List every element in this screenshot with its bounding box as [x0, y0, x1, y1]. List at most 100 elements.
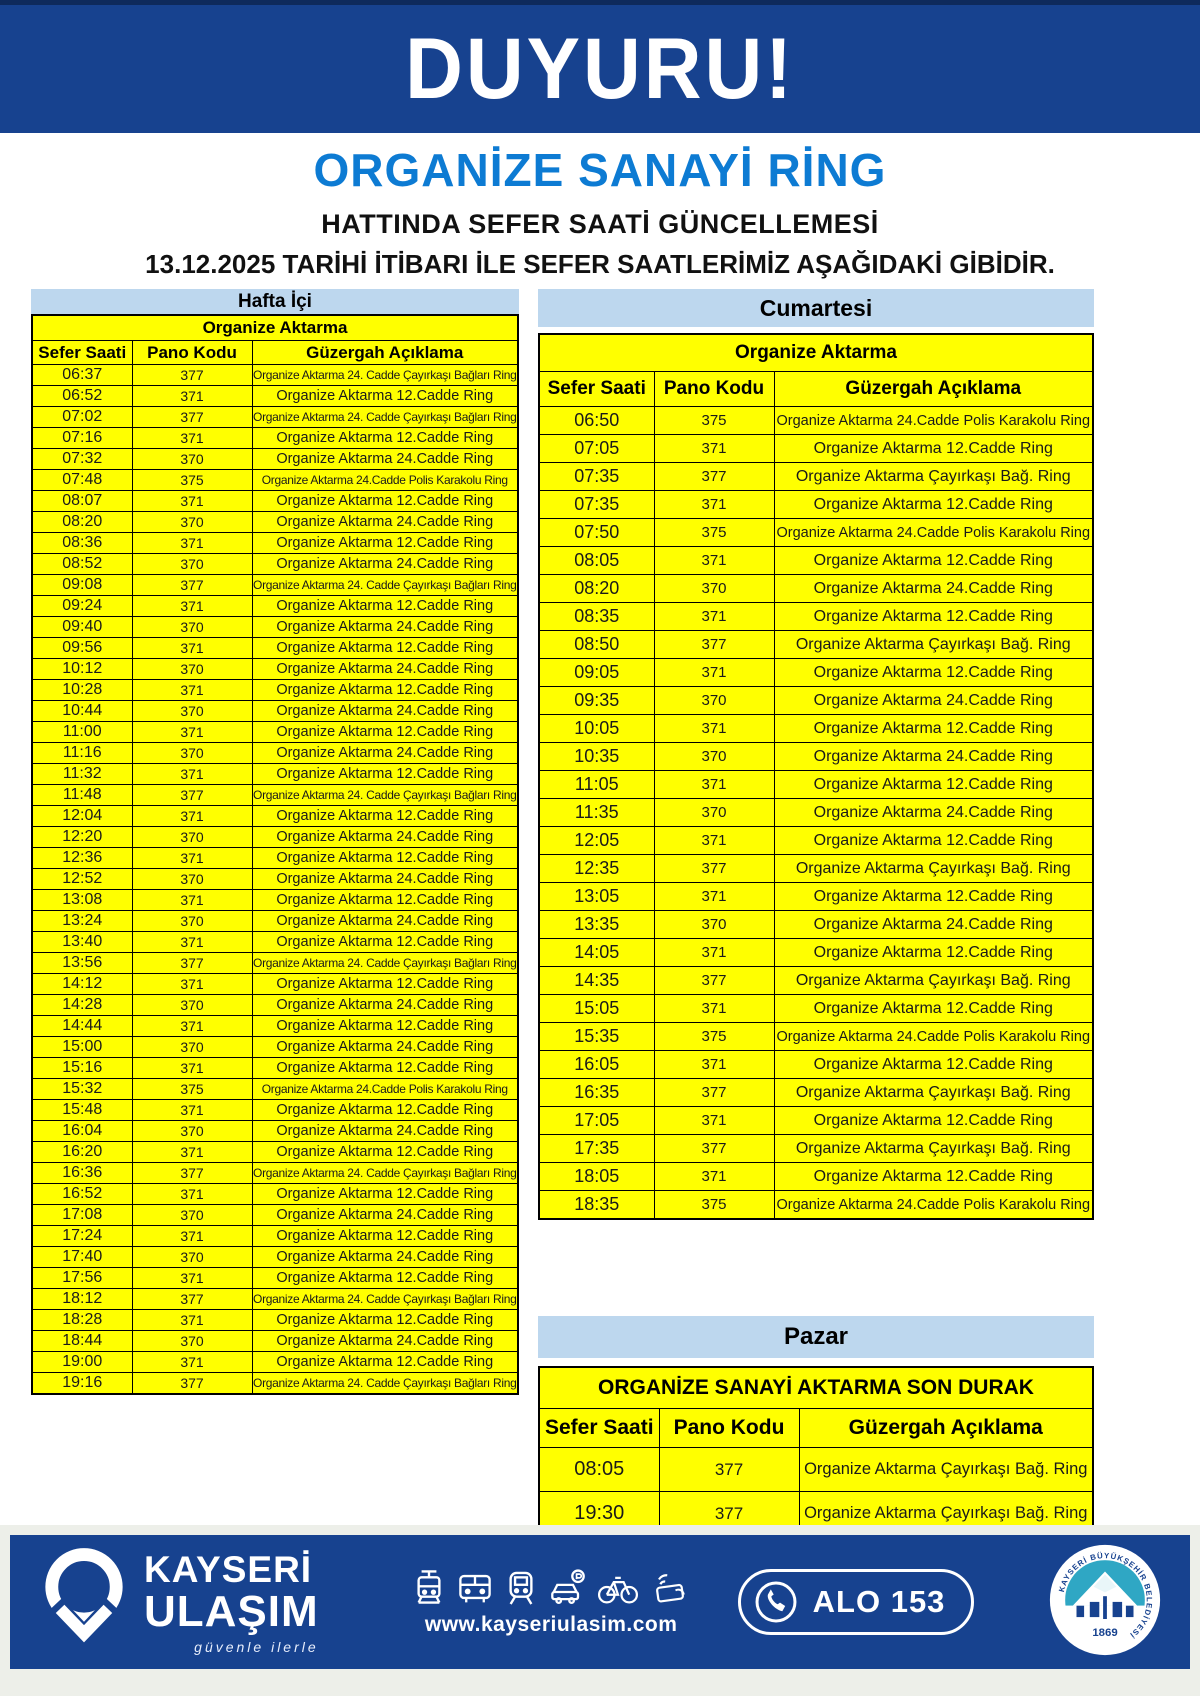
time-cell: 08:35 [538, 602, 655, 631]
route-cell: Organize Aktarma 24.Cadde Ring [251, 742, 519, 764]
weekday-column: Hafta İçi Organize Aktarma Sefer Saati P… [31, 289, 519, 1395]
table-row: 07:32 370 Organize Aktarma 24.Cadde Ring [31, 448, 519, 470]
time-cell: 17:56 [31, 1267, 133, 1289]
table-row: 15:05 371 Organize Aktarma 12.Cadde Ring [538, 994, 1094, 1023]
route-cell: Organize Aktarma 24.Cadde Ring [251, 1330, 519, 1352]
time-cell: 18:35 [538, 1190, 655, 1220]
route-cell: Organize Aktarma 12.Cadde Ring [773, 714, 1094, 743]
table-row: 16:05 371 Organize Aktarma 12.Cadde Ring [538, 1050, 1094, 1079]
time-cell: 10:12 [31, 658, 133, 680]
code-cell: 371 [131, 847, 253, 869]
table-row: 10:05 371 Organize Aktarma 12.Cadde Ring [538, 714, 1094, 743]
table-row: 15:48 371 Organize Aktarma 12.Cadde Ring [31, 1099, 519, 1121]
table-row: 07:16 371 Organize Aktarma 12.Cadde Ring [31, 427, 519, 449]
table-row: 18:12 377 Organize Aktarma 24. Cadde Çayır… [31, 1288, 519, 1310]
route-cell: Organize Aktarma 24.Cadde Ring [251, 826, 519, 848]
col-header-time: Sefer Saati [538, 371, 655, 407]
time-cell: 08:20 [31, 511, 133, 533]
time-cell: 13:56 [31, 952, 133, 974]
route-cell: Organize Aktarma 12.Cadde Ring [773, 994, 1094, 1023]
route-cell: Organize Aktarma Çayırkaşı Bağ. Ring [773, 966, 1094, 995]
sunday-header-row: Sefer Saati Pano Kodu Güzergah Açıklama [538, 1408, 1094, 1448]
table-row: 19:00 371 Organize Aktarma 12.Cadde Ring [31, 1351, 519, 1373]
code-cell: 370 [131, 868, 253, 890]
time-cell: 09:40 [31, 616, 133, 638]
weekend-column: Cumartesi Organize Aktarma Sefer Saati P… [538, 289, 1094, 1537]
time-cell: 16:52 [31, 1183, 133, 1205]
route-cell: Organize Aktarma 24.Cadde Ring [251, 994, 519, 1016]
route-cell: Organize Aktarma Çayırkaşı Bağ. Ring [798, 1447, 1094, 1492]
table-row: 08:05 377 Organize Aktarma Çayırkaşı Bağ. … [538, 1447, 1094, 1492]
time-cell: 08:36 [31, 532, 133, 554]
code-cell: 370 [131, 553, 253, 575]
code-cell: 371 [653, 994, 775, 1023]
route-cell: Organize Aktarma 24.Cadde Polis Karakolu… [773, 1022, 1094, 1051]
time-cell: 15:16 [31, 1057, 133, 1079]
route-cell: Organize Aktarma 12.Cadde Ring [773, 546, 1094, 575]
code-cell: 371 [131, 721, 253, 743]
code-cell: 375 [653, 406, 775, 435]
route-cell: Organize Aktarma 24.Cadde Ring [251, 616, 519, 638]
weekday-day-band: Hafta İçi [31, 289, 519, 314]
table-row: 15:32 375 Organize Aktarma 24.Cadde Polis … [31, 1078, 519, 1100]
code-cell: 371 [131, 805, 253, 827]
route-cell: Organize Aktarma 24. Cadde Çayırkaşı Bağ… [251, 1162, 519, 1184]
time-cell: 15:05 [538, 994, 655, 1023]
time-cell: 10:28 [31, 679, 133, 701]
code-cell: 371 [653, 938, 775, 967]
code-cell: 370 [131, 1120, 253, 1142]
weekday-subtitle: Organize Aktarma [31, 314, 519, 341]
route-cell: Organize Aktarma 12.Cadde Ring [773, 434, 1094, 463]
code-cell: 370 [131, 742, 253, 764]
municipality-seal: 1869 KAYSERİ BÜYÜKŞEHİR BELEDİYESİ [1048, 1543, 1162, 1662]
time-cell: 17:35 [538, 1134, 655, 1163]
code-cell: 375 [653, 1022, 775, 1051]
table-row: 17:40 370 Organize Aktarma 24.Cadde Ring [31, 1246, 519, 1268]
route-cell: Organize Aktarma 12.Cadde Ring [773, 882, 1094, 911]
code-cell: 377 [653, 854, 775, 883]
time-cell: 16:20 [31, 1141, 133, 1163]
table-row: 16:35 377 Organize Aktarma Çayırkaşı Bağ. … [538, 1078, 1094, 1107]
metro-icon [509, 1571, 533, 1605]
transport-icons [411, 1567, 692, 1607]
time-cell: 14:28 [31, 994, 133, 1016]
route-cell: Organize Aktarma 12.Cadde Ring [251, 1057, 519, 1079]
table-row: 11:16 370 Organize Aktarma 24.Cadde Ring [31, 742, 519, 764]
table-row: 08:07 371 Organize Aktarma 12.Cadde Ring [31, 490, 519, 512]
code-cell: 371 [131, 637, 253, 659]
code-cell: 371 [131, 595, 253, 617]
code-cell: 370 [131, 448, 253, 470]
route-cell: Organize Aktarma 24.Cadde Ring [773, 686, 1094, 715]
code-cell: 370 [653, 574, 775, 603]
table-row: 18:05 371 Organize Aktarma 12.Cadde Ring [538, 1162, 1094, 1191]
time-cell: 12:52 [31, 868, 133, 890]
route-cell: Organize Aktarma 24.Cadde Ring [773, 742, 1094, 771]
code-cell: 371 [653, 826, 775, 855]
code-cell: 375 [131, 1078, 253, 1100]
code-cell: 377 [131, 1288, 253, 1310]
route-cell: Organize Aktarma 12.Cadde Ring [251, 679, 519, 701]
tram-icon [417, 1570, 441, 1604]
col-header-route: Güzergah Açıklama [251, 340, 519, 365]
time-cell: 15:48 [31, 1099, 133, 1121]
time-cell: 12:05 [538, 826, 655, 855]
table-row: 10:28 371 Organize Aktarma 12.Cadde Ring [31, 679, 519, 701]
code-cell: 375 [653, 1190, 775, 1220]
table-row: 10:35 370 Organize Aktarma 24.Cadde Ring [538, 742, 1094, 771]
table-row: 09:05 371 Organize Aktarma 12.Cadde Ring [538, 658, 1094, 687]
time-cell: 07:48 [31, 469, 133, 491]
brand-line2: ULAŞIM [144, 1586, 319, 1636]
route-cell: Organize Aktarma Çayırkaşı Bağ. Ring [773, 1078, 1094, 1107]
route-cell: Organize Aktarma 12.Cadde Ring [251, 763, 519, 785]
time-cell: 13:40 [31, 931, 133, 953]
table-row: 08:52 370 Organize Aktarma 24.Cadde Ring [31, 553, 519, 575]
time-cell: 08:05 [538, 546, 655, 575]
time-cell: 14:35 [538, 966, 655, 995]
sunday-day-band: Pazar [538, 1316, 1094, 1358]
route-cell: Organize Aktarma 24.Cadde Ring [251, 700, 519, 722]
code-cell: 377 [131, 574, 253, 596]
col-header-code: Pano Kodu [653, 371, 775, 407]
table-row: 07:02 377 Organize Aktarma 24. Cadde Çayır… [31, 406, 519, 428]
table-row: 10:44 370 Organize Aktarma 24.Cadde Ring [31, 700, 519, 722]
table-row: 09:40 370 Organize Aktarma 24.Cadde Ring [31, 616, 519, 638]
